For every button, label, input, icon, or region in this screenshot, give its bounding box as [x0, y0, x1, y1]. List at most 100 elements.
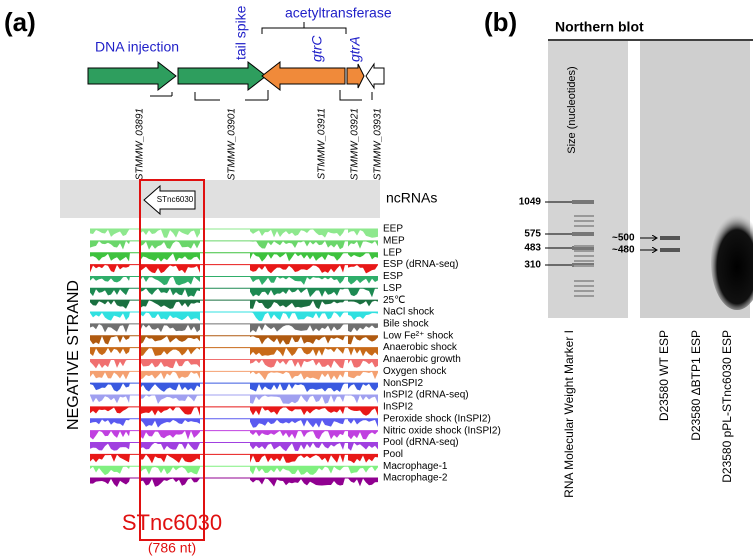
marker-smear: [574, 260, 594, 262]
coverage: [140, 383, 200, 392]
coverage: [140, 359, 200, 369]
coverage: [250, 240, 345, 250]
coverage: [90, 288, 130, 297]
track-label: ESP: [383, 271, 403, 282]
coverage: [250, 383, 345, 393]
lane-label: RNA Molecular Weight Marker I: [562, 330, 576, 498]
marker-smear: [574, 265, 594, 267]
coverage: [348, 383, 378, 392]
coverage: [348, 395, 378, 404]
gene-function: acetyltransferase: [285, 5, 392, 21]
coverage: [250, 454, 345, 463]
coverage: [140, 478, 200, 487]
marker-smear: [574, 250, 594, 252]
coverage: [140, 229, 200, 238]
coverage: [348, 466, 378, 474]
gene-name: gtrC: [309, 35, 325, 62]
track-label: LEP: [383, 247, 402, 258]
gel-lane: [548, 41, 628, 318]
coverage: [348, 347, 378, 357]
coverage: [90, 323, 130, 333]
coverage: [348, 300, 378, 307]
marker-band: [572, 232, 594, 236]
lane-label: D23580 WT ESP: [657, 330, 671, 421]
marker-smear: [574, 220, 594, 222]
coverage: [348, 335, 378, 345]
track-label: MEP: [383, 236, 405, 247]
coverage: [90, 359, 130, 369]
coverage: [250, 300, 345, 310]
coverage: [250, 359, 345, 369]
gene-map: [87, 22, 385, 101]
coverage: [90, 347, 130, 357]
coverage: [250, 252, 345, 262]
coverage: [140, 418, 200, 428]
coverage: [90, 478, 130, 487]
gene-name: gtrA: [347, 36, 363, 62]
coverage: [250, 229, 345, 238]
coverage: [90, 276, 130, 283]
coverage: [348, 276, 378, 285]
ncrna-name: STnc6030: [157, 195, 194, 204]
sample-band: [660, 236, 680, 240]
track-label: ncRNAs: [386, 190, 437, 206]
coverage: [90, 395, 130, 404]
coverage: [348, 323, 378, 333]
coverage: [250, 406, 345, 416]
locus-tag: STMMW_03921: [350, 108, 361, 180]
coverage: [250, 478, 345, 487]
marker-smear: [574, 225, 594, 227]
sample-band: [660, 248, 680, 252]
coverage: [90, 264, 130, 273]
marker-smear: [574, 285, 594, 287]
coverage: [90, 312, 130, 321]
coverage: [250, 442, 345, 452]
track-label: Oxygen shock: [383, 366, 447, 377]
coverage: [140, 371, 200, 380]
coverage: [90, 406, 130, 414]
coverage: [140, 323, 200, 333]
coverage: [90, 252, 130, 262]
coverage: [348, 371, 378, 380]
coverage: [90, 418, 130, 427]
coverage: [348, 442, 378, 451]
coverage: [90, 454, 130, 463]
coverage: [348, 406, 378, 416]
track-label: Pool: [383, 449, 403, 460]
coverage: [140, 335, 200, 345]
coverage: [348, 288, 378, 298]
coverage: [140, 300, 200, 309]
coverage: [250, 418, 345, 428]
band-label: ~480: [612, 245, 635, 256]
coverage: [90, 335, 130, 345]
highlight-length: (786 nt): [148, 540, 196, 556]
gene-function: DNA injection: [95, 39, 179, 55]
coverage: [348, 229, 378, 238]
axis-label: Size (nucleotides): [566, 66, 578, 153]
coverage: [250, 395, 345, 404]
coverage: [140, 466, 200, 475]
marker-smear: [574, 295, 594, 297]
highlight-box: [139, 179, 205, 541]
coverage: [348, 418, 378, 428]
lane-label: D23580 pPL-STnc6030 ESP: [720, 330, 734, 483]
coverage: [348, 264, 378, 274]
coverage: [90, 430, 130, 440]
coverage: [90, 371, 130, 380]
ncrna-arrow: [143, 184, 196, 216]
coverage: [250, 264, 345, 274]
coverage: [250, 430, 345, 440]
coverage: [250, 323, 345, 333]
band-label: ~500: [612, 233, 635, 244]
panel-label: (a): [4, 7, 36, 37]
track-label: ESP (dRNA-seq): [383, 259, 458, 270]
marker-smear: [574, 245, 594, 247]
highlight-name: STnc6030: [122, 510, 222, 535]
locus-tag: STMMW_03891: [135, 108, 146, 180]
coverage: [348, 252, 378, 260]
coverage: [250, 347, 345, 357]
marker-band: [572, 246, 594, 250]
track-label: Nitric oxide shock (InSPI2): [383, 425, 501, 436]
marker-smear: [574, 280, 594, 282]
